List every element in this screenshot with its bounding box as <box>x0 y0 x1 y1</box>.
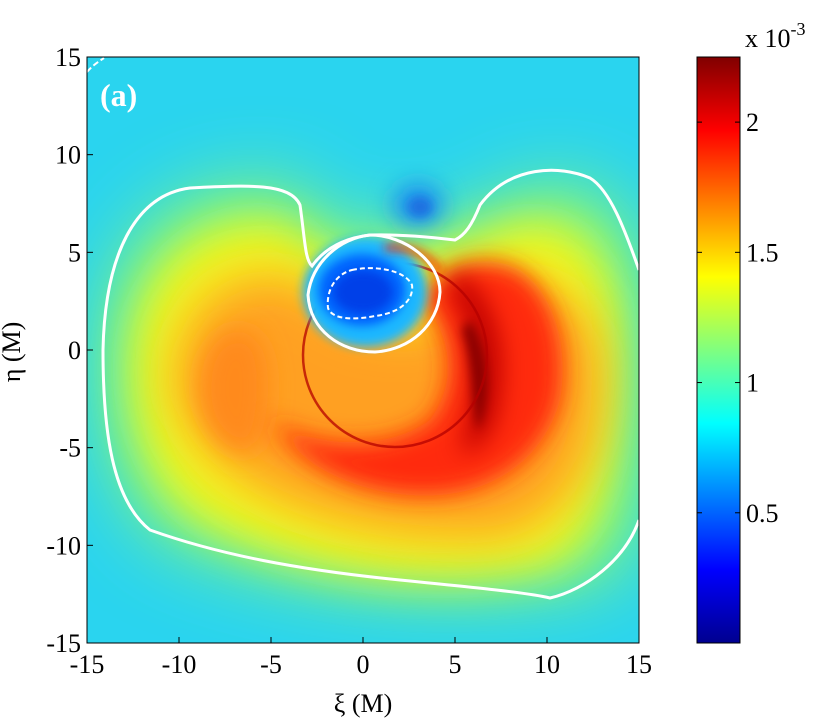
x-axis: -15 -10 -5 0 5 10 15 <box>70 637 652 679</box>
y-axis-title: η (M) <box>0 322 26 383</box>
colorbar-scale-label: x 10-3 <box>745 19 806 53</box>
y-tick-label: 10 <box>55 141 81 170</box>
y-tick-label: 15 <box>55 43 81 72</box>
y-tick-label: -10 <box>46 531 81 560</box>
contour-lines <box>87 57 639 600</box>
y-tick-label: -15 <box>46 629 81 658</box>
x-tick-label: -15 <box>70 650 105 679</box>
x-tick-label: 5 <box>449 650 462 679</box>
heatmap-plot-area <box>87 57 639 643</box>
upper-blue-blob-core <box>408 197 432 217</box>
x-axis-title: ξ (M) <box>334 689 393 718</box>
colorbar-ticks: 0.5 1 1.5 2 <box>697 108 779 528</box>
inner-edge-contour <box>306 233 442 354</box>
shadow-minimum <box>333 270 393 314</box>
colorbar-gradient <box>696 56 741 644</box>
colorbar-tick-label: 1.5 <box>746 238 779 267</box>
y-tick-label: -5 <box>59 434 81 463</box>
y-tick-label: 5 <box>68 238 81 267</box>
colorbar-tick-label: 0.5 <box>746 499 779 528</box>
x-tick-label: 15 <box>626 650 652 679</box>
warm-left-lobe <box>200 330 269 452</box>
y-tick-label: 0 <box>68 336 81 365</box>
y-axis: -15 -10 -5 0 5 10 15 <box>46 43 93 658</box>
x-tick-label: -5 <box>260 650 282 679</box>
corner-contour <box>87 57 105 73</box>
colorbar-tick-label: 1 <box>746 369 759 398</box>
panel-label: (a) <box>100 77 137 113</box>
outer-contour <box>101 168 639 600</box>
maximum-ridge-dark <box>462 320 488 430</box>
x-tick-label: 0 <box>357 650 370 679</box>
x-tick-label: -10 <box>162 650 197 679</box>
colorbar-scale-base: x 10 <box>745 24 791 53</box>
colorbar: 0.5 1 1.5 2 x 10-3 <box>696 19 806 644</box>
colorbar-tick-label: 2 <box>746 108 759 137</box>
colorbar-scale-exponent: -3 <box>791 19 806 39</box>
heatmap-field <box>109 183 638 588</box>
x-tick-label: 10 <box>534 650 560 679</box>
